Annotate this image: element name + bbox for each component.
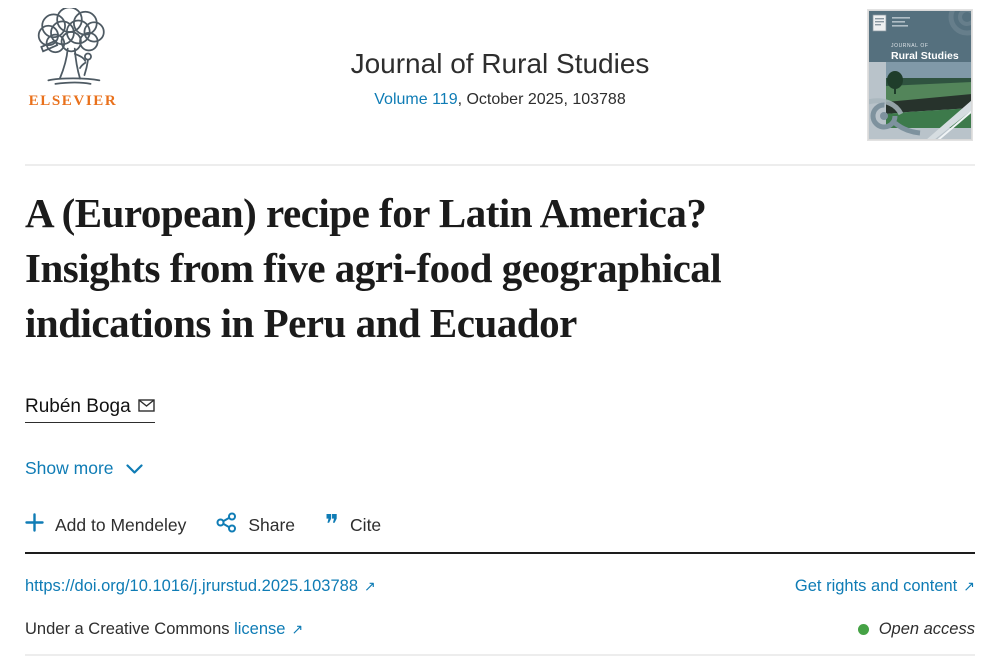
cover-title: Rural Studies [891, 50, 959, 62]
open-access-label: Open access [878, 620, 975, 638]
share-label: Share [248, 514, 296, 535]
article-title: A (European) recipe for Latin America? I… [25, 186, 955, 351]
license-row: Under a Creative Commons license ↗ Open a… [25, 620, 975, 639]
get-rights-link[interactable]: Get rights and content ↗ [795, 577, 975, 596]
cover-kicker: JOURNAL OF [891, 43, 928, 49]
toolbar-divider [25, 552, 975, 554]
doi-link[interactable]: https://doi.org/10.1016/j.jrurstud.2025.… [25, 577, 376, 596]
issue-rest: , October 2025, 103788 [457, 91, 626, 108]
cite-quotes-icon: ❞ [325, 510, 340, 540]
article-toolbar: Add to Mendeley Share ❞ Cite [25, 512, 381, 538]
email-envelope-icon[interactable] [137, 396, 155, 418]
elsevier-wordmark: ELSEVIER [28, 93, 118, 109]
cite-label: Cite [350, 514, 382, 535]
journal-cover-thumbnail[interactable]: JOURNAL OF Rural Studies [867, 0, 986, 141]
show-more-button[interactable]: Show more [25, 458, 143, 479]
cite-button[interactable]: ❞ Cite [325, 510, 382, 540]
elsevier-tree-icon [20, 8, 126, 92]
journal-masthead: Journal of Rural Studies Volume 119, Oct… [180, 48, 820, 109]
volume-link[interactable]: Volume 119 [374, 91, 458, 108]
license-prefix: Under a Creative Commons [25, 620, 230, 638]
doi-row: https://doi.org/10.1016/j.jrurstud.2025.… [25, 577, 975, 596]
author-row: Rubén Boga [25, 396, 155, 423]
external-link-icon: ↗ [963, 578, 975, 594]
show-more-label: Show more [25, 458, 114, 478]
footer-divider [25, 654, 975, 656]
add-to-mendeley-button[interactable]: Add to Mendeley [25, 513, 186, 537]
open-access-dot-icon [857, 624, 869, 635]
external-link-icon: ↗ [291, 621, 304, 637]
external-link-icon: ↗ [364, 578, 376, 594]
license-sentence: Under a Creative Commons license ↗ [25, 620, 303, 639]
journal-title-link[interactable]: Journal of Rural Studies [350, 48, 650, 79]
issue-line: Volume 119, October 2025, 103788 [180, 91, 820, 109]
header-divider [25, 164, 975, 166]
author-name: Rubén Boga [25, 396, 131, 417]
article-title-line: indications in Peru and Ecuador [25, 300, 577, 346]
add-to-mendeley-label: Add to Mendeley [55, 514, 187, 535]
author-link[interactable]: Rubén Boga [25, 396, 155, 423]
license-link-text: license [234, 620, 286, 638]
doi-text: https://doi.org/10.1016/j.jrurstud.2025.… [25, 577, 358, 595]
article-title-line: A (European) recipe for Latin America? [25, 190, 707, 236]
get-rights-text: Get rights and content [794, 577, 958, 595]
share-button[interactable]: Share [216, 512, 295, 538]
chevron-down-icon [125, 458, 143, 479]
plus-icon [25, 513, 44, 537]
article-title-line: Insights from five agri-food geographica… [25, 245, 722, 291]
open-access-badge: Open access [857, 620, 975, 639]
license-link[interactable]: license ↗ [234, 620, 303, 638]
share-icon [216, 512, 237, 538]
elsevier-logo[interactable]: ELSEVIER [20, 8, 126, 110]
